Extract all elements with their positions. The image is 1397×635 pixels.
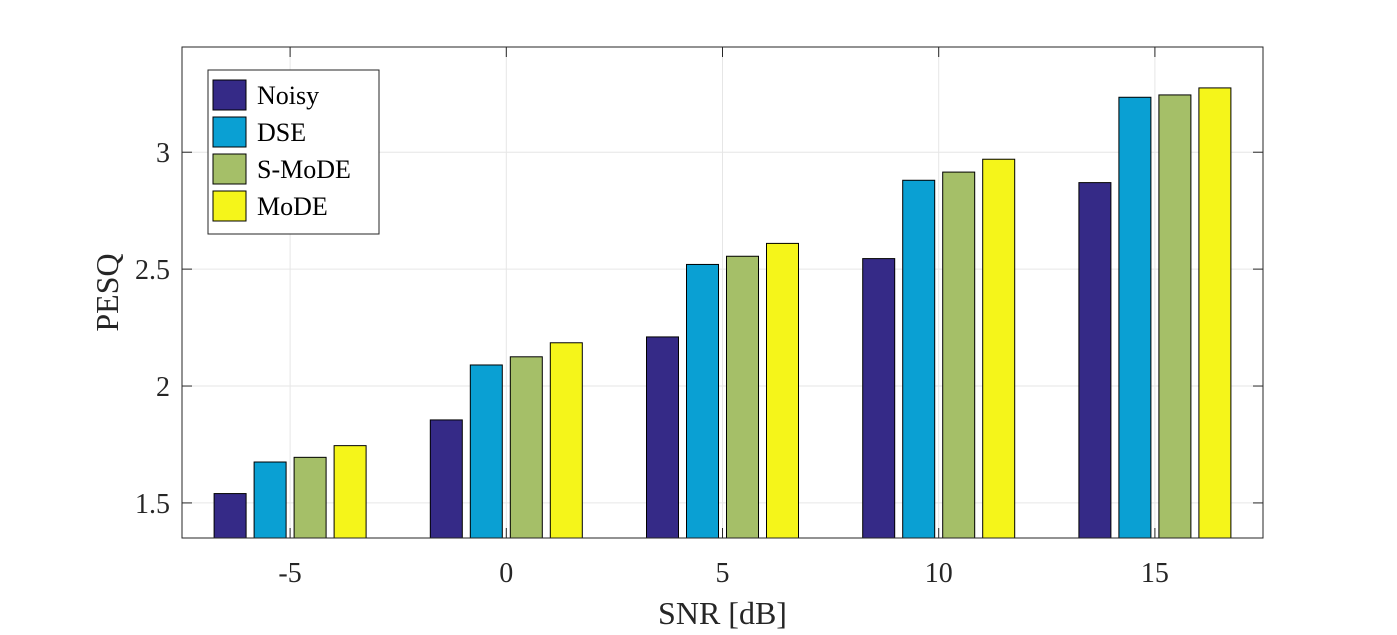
bar-s-mode-15 — [1158, 94, 1192, 539]
x-tick-label: -5 — [278, 558, 301, 589]
legend-label-mode: MoDE — [257, 192, 328, 221]
bar-dse-0 — [469, 364, 503, 539]
bar-dse-5 — [686, 263, 719, 539]
legend: Noisy DSE S-MoDE MoDE — [207, 69, 380, 235]
bar-dse--5 — [253, 461, 287, 539]
bar-mode--5 — [333, 445, 367, 539]
bar-s-mode-0 — [509, 356, 543, 539]
bar-mode-15 — [1198, 87, 1232, 539]
y-tick-label: 3 — [156, 138, 170, 169]
bar-noisy--5 — [213, 493, 247, 539]
bar-noisy-5 — [646, 336, 679, 539]
legend-label-s-mode: S-MoDE — [257, 155, 351, 184]
bar-noisy-0 — [429, 419, 463, 539]
bar-noisy-10 — [862, 258, 896, 539]
x-tick-label: 10 — [925, 558, 953, 589]
legend-swatch-dse — [212, 116, 247, 148]
y-tick-label: 1.5 — [135, 489, 170, 520]
bars — [213, 87, 1232, 539]
bar-s-mode-5 — [726, 255, 759, 539]
bar-mode-5 — [766, 242, 799, 539]
axes: -5 0 5 10 15 1.5 2 2.5 3 — [135, 46, 1264, 589]
bar-mode-0 — [549, 342, 583, 539]
x-tick-label: 5 — [716, 558, 730, 589]
bar-noisy-15 — [1078, 182, 1112, 539]
bar-dse-15 — [1118, 96, 1152, 539]
y-tick-label: 2 — [156, 372, 170, 403]
legend-label-dse: DSE — [257, 118, 306, 147]
bar-s-mode-10 — [942, 171, 976, 539]
bar-s-mode--5 — [293, 456, 327, 539]
y-tick-label: 2.5 — [135, 255, 170, 286]
legend-swatch-s-mode — [212, 153, 247, 185]
legend-label-noisy: Noisy — [257, 81, 319, 110]
bar-dse-10 — [902, 179, 936, 539]
bar-mode-10 — [982, 158, 1016, 539]
y-axis-label: PESQ — [89, 253, 125, 331]
legend-swatch-noisy — [212, 79, 247, 111]
legend-swatch-mode — [212, 190, 247, 222]
x-tick-label: 0 — [499, 558, 513, 589]
x-tick-label: 15 — [1141, 558, 1169, 589]
x-axis-label: SNR [dB] — [658, 595, 787, 631]
